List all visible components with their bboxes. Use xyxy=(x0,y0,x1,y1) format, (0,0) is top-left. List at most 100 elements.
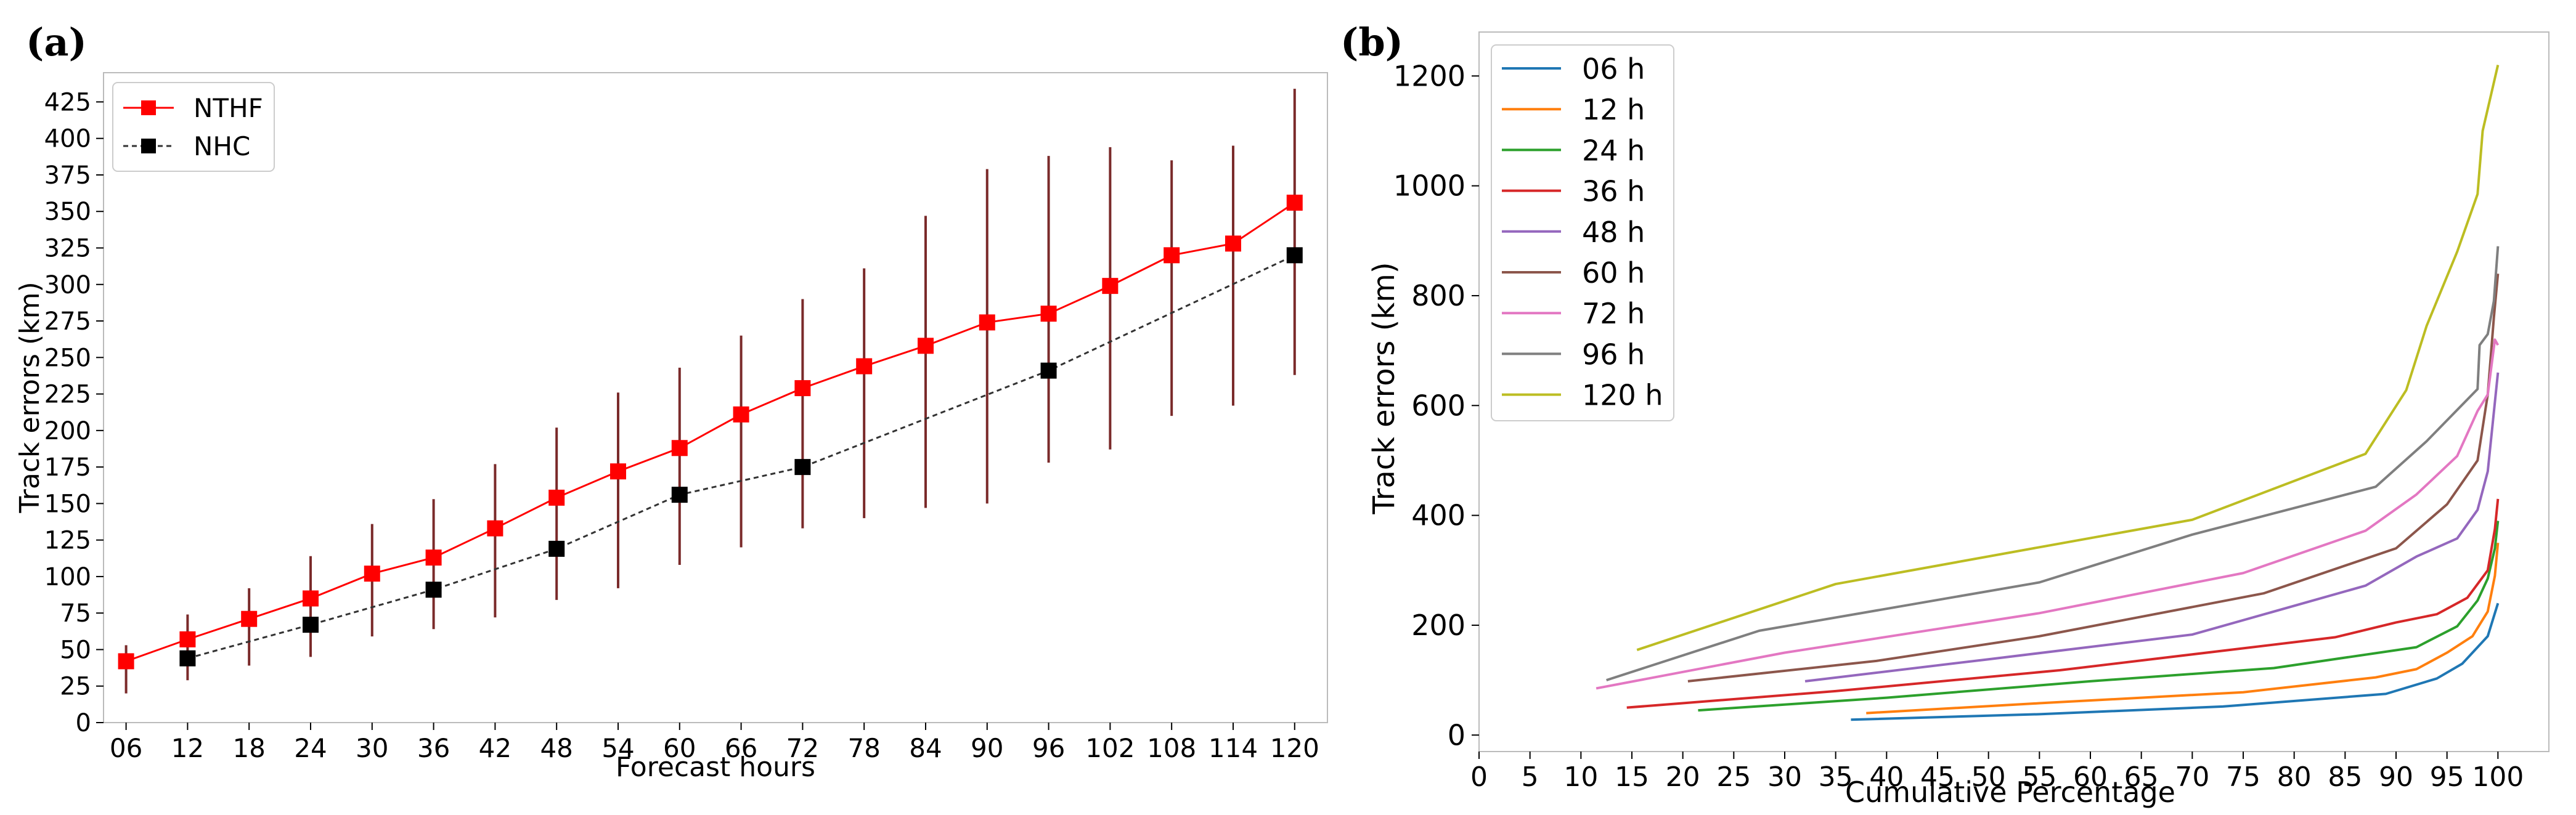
nhc-point xyxy=(1040,362,1057,379)
panel-a-x-tick-label: 60 xyxy=(663,733,696,763)
nhc-point xyxy=(179,650,196,667)
panel-a-x-tick-label: 30 xyxy=(356,733,388,763)
panel-b-y-tick-label: 0 xyxy=(1448,718,1465,752)
panel-b-x-tick-label: 10 xyxy=(1563,761,1598,793)
legend-label-72h: 72 h xyxy=(1582,297,1645,330)
panel-a-y-tick-label: 75 xyxy=(60,599,91,628)
nthf-point xyxy=(302,590,319,607)
panel-b-x-tick-label: 70 xyxy=(2175,761,2209,793)
panel-a-y-tick-label: 175 xyxy=(44,453,91,482)
panel-b-x-tick-label: 5 xyxy=(1522,761,1539,793)
nthf-point xyxy=(1102,278,1119,294)
panel-a-x-tick-label: 90 xyxy=(971,733,1003,763)
series-line-24h xyxy=(1698,521,2500,712)
legend-label-96h: 96 h xyxy=(1582,338,1645,371)
nhc-point xyxy=(302,617,319,633)
panel-b-x-tick-label: 80 xyxy=(2277,761,2312,793)
panel-b-y-axis-title: Track errors (km) xyxy=(1367,262,1401,514)
legend-nhc-marker xyxy=(141,139,156,153)
panel-b-x-tick-label: 40 xyxy=(1869,761,1904,793)
panel-b-x-tick-label: 35 xyxy=(1819,761,1853,793)
panel-b-y-tick-label: 1000 xyxy=(1393,169,1465,203)
panel-a-x-tick-label: 24 xyxy=(294,733,327,763)
panel-a-y-tick-label: 25 xyxy=(60,673,91,701)
legend-nhc-label: NHC xyxy=(194,131,250,161)
panel-a-label: (a) xyxy=(26,20,87,65)
panel-b-x-tick-label: 15 xyxy=(1615,761,1649,793)
panel-a-frame xyxy=(103,72,1328,723)
panel-a-y-tick-label: 250 xyxy=(44,344,91,372)
panel-b-x-tick-label: 25 xyxy=(1716,761,1751,793)
nthf-point xyxy=(241,610,258,627)
panel-a-x-tick-label: 102 xyxy=(1085,733,1135,763)
panel-b-x-axis-title: Cumulative Percentage xyxy=(1845,776,2175,809)
nthf-point xyxy=(856,358,873,375)
panel-b-y-tick-label: 200 xyxy=(1411,609,1465,642)
legend-label-60h: 60 h xyxy=(1582,256,1645,290)
nthf-point xyxy=(179,631,196,647)
series-line-120h xyxy=(1636,65,2500,651)
panel-a-y-tick-label: 125 xyxy=(44,527,91,555)
panel-b-frame xyxy=(1478,31,2550,752)
panel-a-y-tick-label: 350 xyxy=(44,198,91,226)
legend-nthf-label: NTHF xyxy=(194,93,263,123)
panel-b-x-tick-label: 75 xyxy=(2226,761,2260,793)
nthf-point xyxy=(609,463,626,480)
nthf-point xyxy=(425,549,442,566)
panel-a-x-tick-label: 96 xyxy=(1032,733,1065,763)
panel-b-legend-box xyxy=(1491,44,1674,421)
series-line-96h xyxy=(1606,246,2500,681)
panel-a-x-tick-label: 48 xyxy=(540,733,573,763)
panel-b-y-ticks: 0 200 400 600 800 1000 1200 xyxy=(1393,59,1479,752)
legend-label-36h: 36 h xyxy=(1582,175,1645,208)
panel-a-legend: NTHF NHC xyxy=(112,82,275,172)
panel-b-chart: 0 200 400 600 800 1000 1200 0 5 10 15 20 25 30 35 40 45… xyxy=(1367,31,2550,809)
panel-b-label: (b) xyxy=(1340,20,1403,65)
nthf-point xyxy=(733,406,749,423)
panel-a-y-tick-label: 400 xyxy=(44,125,91,153)
series-line-06h xyxy=(1851,602,2500,721)
panel-a-x-tick-label: 54 xyxy=(601,733,634,763)
panel-a-y-tick-label: 375 xyxy=(44,161,91,190)
panel-a-x-tick-label: 72 xyxy=(786,733,819,763)
panel-a-x-tick-label: 42 xyxy=(479,733,512,763)
panel-a-x-tick-label: 18 xyxy=(232,733,265,763)
panel-a-y-tick-label: 325 xyxy=(44,234,91,262)
panel-a-y-tick-label: 150 xyxy=(44,490,91,518)
nthf-point xyxy=(1225,235,1241,252)
nthf-point xyxy=(548,489,565,506)
legend-nthf-marker xyxy=(141,100,156,115)
legend-label-120h: 120 h xyxy=(1582,379,1663,412)
series-line-60h xyxy=(1687,274,2500,683)
panel-b-x-tick-label: 50 xyxy=(1971,761,2006,793)
panel-b-x-tick-label: 45 xyxy=(1920,761,1955,793)
nhc-point xyxy=(671,487,688,503)
nthf-point xyxy=(118,653,134,670)
panel-a-y-tick-label: 425 xyxy=(44,88,91,116)
panel-b-x-tick-label: 65 xyxy=(2124,761,2159,793)
nthf-point xyxy=(794,380,811,397)
panel-b-x-tick-label: 95 xyxy=(2430,761,2464,793)
panel-b-y-tick-label: 1200 xyxy=(1393,59,1465,92)
legend-label-24h: 24 h xyxy=(1582,134,1645,167)
panel-a-y-tick-label: 200 xyxy=(44,417,91,445)
nthf-point xyxy=(671,440,688,456)
panel-a-y-tick-label: 0 xyxy=(76,709,91,737)
panel-b-x-tick-label: 30 xyxy=(1767,761,1802,793)
panel-a-x-ticks: 06 12 18 24 30 36 42 48 54 60 66 72 78 84 90 96 102 108 11… xyxy=(110,723,1319,763)
nhc-point xyxy=(1286,247,1303,264)
panel-a-y-tick-label: 50 xyxy=(60,636,91,664)
panel-b-y-tick-label: 400 xyxy=(1411,499,1465,532)
panel-a-y-tick-label: 300 xyxy=(44,271,91,299)
series-line-48h xyxy=(1804,372,2500,683)
panel-b-x-ticks: 0 5 10 15 20 25 30 35 40 45 50 55 60 65 70 75 80 85 90 95 10… xyxy=(1470,752,2524,793)
nthf-point xyxy=(1286,195,1303,211)
panel-a-chart: 0 25 50 75 100 125 150 175 200 225 250 275 300 325 350… xyxy=(14,72,1328,783)
legend-label-48h: 48 h xyxy=(1582,216,1645,249)
nthf-series-line xyxy=(126,201,1295,662)
series-line-36h xyxy=(1626,498,2500,709)
panel-a-x-axis-title: Forecast hours xyxy=(616,752,815,783)
panel-b-x-tick-label: 90 xyxy=(2379,761,2413,793)
panel-a-x-tick-label: 120 xyxy=(1270,733,1319,763)
